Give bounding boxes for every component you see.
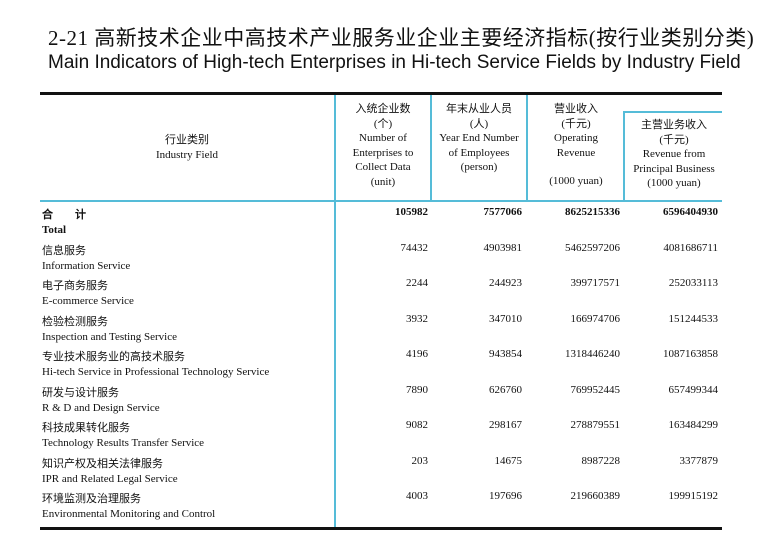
header-divider bbox=[40, 200, 722, 202]
header-cn: 入统企业数 bbox=[355, 103, 411, 115]
column-divider bbox=[526, 95, 528, 201]
cell-value: 278879551 bbox=[570, 419, 621, 431]
header-principal-revenue: 主营业务收入 (千元) Revenue from Principal Busin… bbox=[626, 118, 722, 191]
cell-value: 166974706 bbox=[570, 312, 621, 325]
header-unit-cn: (个) bbox=[373, 117, 393, 130]
header-unit: (unit) bbox=[370, 175, 396, 188]
cell-value: 8987228 bbox=[581, 454, 621, 467]
top-rule bbox=[40, 92, 722, 95]
header-unit: (1000 yuan) bbox=[647, 177, 701, 189]
cell-value: 347010 bbox=[489, 312, 522, 325]
header-unit-cn: (千元) bbox=[561, 117, 591, 130]
title-english: Main Indicators of High-tech Enterprises… bbox=[48, 52, 741, 73]
cell-value: 1087163858 bbox=[663, 348, 718, 360]
header-unit: (1000 yuan) bbox=[549, 175, 603, 187]
header-en: Number of Enterprises to Collect Data bbox=[352, 132, 414, 173]
row-label-cn: 研发与设计服务 bbox=[42, 386, 119, 399]
row-label-cn: 知识产权及相关法律服务 bbox=[42, 457, 163, 470]
header-cn: 营业收入 bbox=[554, 103, 598, 115]
bottom-rule bbox=[40, 527, 722, 530]
header-en: Year End Number of Employees bbox=[439, 132, 519, 159]
cell-value: 74432 bbox=[400, 241, 429, 254]
cell-value: 2244 bbox=[406, 277, 428, 289]
row-label-en: Hi-tech Service in Professional Technolo… bbox=[42, 366, 270, 378]
row-label-en: Technology Results Transfer Service bbox=[42, 437, 205, 449]
cell-value: 399717571 bbox=[570, 277, 621, 289]
cell-value: 244923 bbox=[489, 277, 522, 289]
cell-value: 1318446240 bbox=[565, 348, 620, 360]
cell-value: 769952445 bbox=[570, 383, 621, 396]
cell-value: 163484299 bbox=[668, 419, 719, 431]
row-label-en: Total bbox=[42, 224, 67, 236]
header-enterprises: 入统企业数 (个) Number of Enterprises to Colle… bbox=[338, 102, 428, 189]
cell-value: 197696 bbox=[489, 490, 522, 502]
row-label-en: Environmental Monitoring and Control bbox=[42, 508, 216, 520]
header-en: Operating Revenue bbox=[554, 132, 598, 159]
cell-value: 14675 bbox=[494, 454, 523, 467]
header-en: Revenue from Principal Business bbox=[633, 148, 715, 175]
header-en: Industry Field bbox=[155, 148, 219, 161]
row-label-cn: 合 计 bbox=[42, 209, 86, 221]
cell-value: 151244533 bbox=[668, 312, 719, 325]
cell-value: 4196 bbox=[406, 348, 428, 360]
cell-value: 5462597206 bbox=[565, 241, 620, 254]
cell-value: 203 bbox=[411, 454, 429, 467]
cell-value: 105982 bbox=[395, 206, 428, 218]
row-label-cn: 专业技术服务业的高技术服务 bbox=[42, 351, 185, 363]
cell-value: 8625215336 bbox=[565, 206, 620, 218]
row-label-en: IPR and Related Legal Service bbox=[42, 472, 178, 485]
cell-value: 9082 bbox=[406, 419, 428, 431]
cell-value: 6596404930 bbox=[663, 206, 718, 218]
cell-value: 3377879 bbox=[679, 454, 719, 467]
column-divider bbox=[430, 95, 432, 201]
header-unit: (person) bbox=[460, 161, 498, 173]
cell-value: 252033113 bbox=[668, 277, 718, 289]
row-label-cn: 信息服务 bbox=[42, 244, 86, 257]
cell-value: 626760 bbox=[489, 383, 522, 396]
header-unit-cn: (人) bbox=[469, 117, 489, 130]
cell-value: 943854 bbox=[489, 348, 522, 360]
row-label-en: R & D and Design Service bbox=[42, 401, 160, 414]
header-employees: 年末从业人员 (人) Year End Number of Employees … bbox=[434, 102, 524, 175]
cell-value: 298167 bbox=[489, 419, 522, 431]
row-label-en: Inspection and Testing Service bbox=[42, 330, 177, 343]
column-divider bbox=[623, 111, 625, 201]
cell-value: 219660389 bbox=[570, 490, 621, 502]
header-cn: 行业类别 bbox=[165, 134, 209, 146]
cell-value: 199915192 bbox=[668, 490, 719, 502]
cell-value: 7890 bbox=[406, 383, 428, 396]
row-label-cn: 电子商务服务 bbox=[42, 280, 108, 292]
cell-value: 657499344 bbox=[668, 383, 719, 396]
header-unit-cn: (千元) bbox=[659, 133, 689, 146]
header-cn: 主营业务收入 bbox=[641, 119, 707, 131]
row-label-cn: 科技成果转化服务 bbox=[42, 422, 130, 434]
subheader-line bbox=[624, 111, 722, 113]
cell-value: 7577066 bbox=[483, 206, 523, 218]
row-label-cn: 检验检测服务 bbox=[42, 315, 108, 328]
row-label-en: Information Service bbox=[42, 259, 131, 272]
row-label-cn: 环境监测及治理服务 bbox=[42, 493, 141, 505]
header-cn: 年末从业人员 bbox=[446, 103, 512, 115]
title-chinese: 2-21 高新技术企业中高技术产业服务业企业主要经济指标(按行业类别分类) bbox=[48, 26, 755, 50]
column-divider bbox=[334, 95, 336, 527]
cell-value: 4903981 bbox=[483, 241, 523, 254]
header-industry-field: 行业类别 Industry Field bbox=[40, 133, 334, 162]
header-operating-revenue: 营业收入 (千元) Operating Revenue (1000 yuan) bbox=[530, 102, 622, 189]
cell-value: 4003 bbox=[406, 490, 428, 502]
cell-value: 4081686711 bbox=[663, 241, 718, 254]
row-label-en: E-commerce Service bbox=[42, 295, 134, 307]
cell-value: 3932 bbox=[406, 312, 428, 325]
